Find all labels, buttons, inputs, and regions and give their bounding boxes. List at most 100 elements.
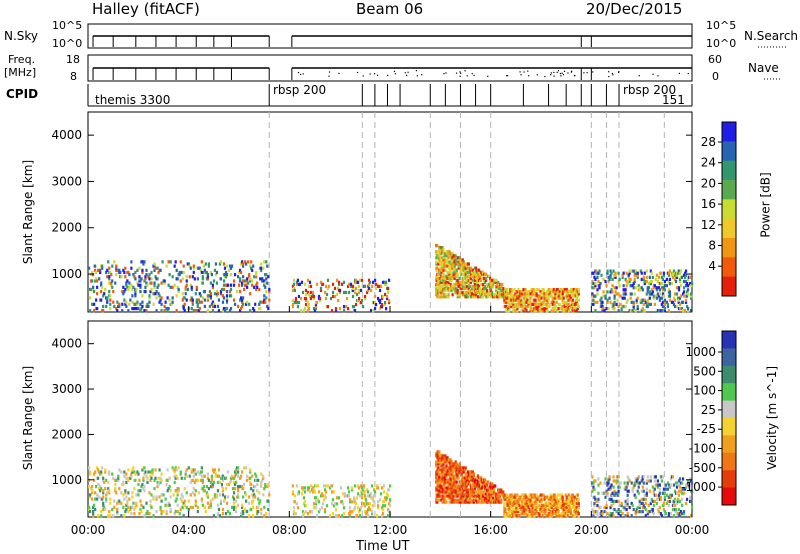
scatter-cell xyxy=(498,496,501,500)
scatter-cell xyxy=(550,503,553,507)
scatter-cell xyxy=(263,260,266,264)
scatter-cell xyxy=(159,507,162,512)
scatter-cell xyxy=(456,474,459,478)
scatter-cell xyxy=(631,284,634,288)
scatter-cell xyxy=(365,512,369,516)
scatter-cell xyxy=(667,271,671,275)
scatter-cell xyxy=(509,296,512,300)
scatter-cell xyxy=(662,487,666,491)
scatter-cell xyxy=(477,268,481,272)
nave-dot xyxy=(652,73,654,75)
scatter-cell xyxy=(263,514,266,518)
scatter-cell xyxy=(436,456,439,460)
scatter-cell xyxy=(442,295,445,299)
scatter-cell xyxy=(449,268,452,272)
scatter-cell xyxy=(550,514,553,518)
scatter-cell xyxy=(88,507,91,512)
scatter-cell xyxy=(304,292,308,297)
scatter-cell xyxy=(101,497,104,501)
scatter-cell xyxy=(637,284,640,288)
scatter-cell xyxy=(357,510,361,514)
scatter-cell xyxy=(489,484,492,488)
scatter-cell xyxy=(572,499,575,503)
scatter-cell xyxy=(656,507,659,512)
scatter-cell xyxy=(530,509,533,514)
scatter-cell xyxy=(181,505,184,509)
scatter-cell xyxy=(627,275,630,279)
scatter-cell xyxy=(550,505,553,510)
scatter-cell xyxy=(439,486,442,490)
scatter-cell xyxy=(547,296,550,300)
scatter-cell xyxy=(535,292,538,296)
scatter-cell xyxy=(456,282,459,287)
scatter-cell xyxy=(524,288,527,292)
scatter-cell xyxy=(617,507,620,512)
scatter-cell xyxy=(237,283,241,287)
scatter-cell xyxy=(140,484,143,489)
scatter-cell xyxy=(501,282,504,287)
scatter-cell xyxy=(606,300,609,304)
scatter-cell xyxy=(577,505,580,510)
nave-dot xyxy=(487,75,489,77)
scatter-cell xyxy=(529,300,532,304)
scatter-cell xyxy=(472,490,476,494)
scatter-cell xyxy=(241,300,244,304)
scatter-cell xyxy=(198,300,201,304)
scatter-cell xyxy=(151,468,154,472)
scatter-cell xyxy=(561,499,564,503)
scatter-cell xyxy=(468,274,471,278)
scatter-cell xyxy=(552,309,555,313)
scatter-cell xyxy=(373,294,377,299)
scatter-cell xyxy=(220,484,224,489)
scatter-cell xyxy=(527,294,530,298)
scatter-cell xyxy=(638,510,641,514)
scatter-cell xyxy=(448,289,451,293)
scatter-cell xyxy=(93,302,96,306)
scatter-cell xyxy=(671,275,675,279)
scatter-cell xyxy=(169,260,172,264)
scatter-cell xyxy=(141,270,144,275)
scatter-cell xyxy=(130,266,133,270)
scatter-cell xyxy=(653,302,656,307)
nave-dot xyxy=(562,74,565,76)
scatter-cell xyxy=(526,298,529,302)
scatter-cell xyxy=(98,495,101,499)
scatter-cell xyxy=(360,486,364,490)
scatter-cell xyxy=(352,496,356,500)
scatter-cell xyxy=(369,496,373,500)
scatter-cell xyxy=(505,309,508,313)
scatter-cell xyxy=(137,493,140,497)
scatter-cell xyxy=(101,285,104,289)
scatter-cell xyxy=(323,494,327,498)
scatter-cell xyxy=(239,289,242,294)
scatter-cell xyxy=(648,292,651,296)
scatter-cell xyxy=(500,498,503,502)
scatter-cell xyxy=(517,501,520,505)
scatter-cell xyxy=(363,284,367,288)
xtick-label: 00:00 xyxy=(675,523,710,537)
scatter-cell xyxy=(611,512,614,516)
nave-dot xyxy=(557,70,560,72)
scatter-cell xyxy=(495,498,498,502)
scatter-cell xyxy=(255,270,258,275)
scatter-cell xyxy=(244,507,247,512)
scatter-cell xyxy=(439,456,442,460)
scatter-cell xyxy=(317,490,321,494)
scatter-cell xyxy=(482,286,486,291)
scatter-cell xyxy=(548,304,551,309)
scatter-cell xyxy=(374,302,378,307)
scatter-cell xyxy=(502,289,505,293)
scatter-cell xyxy=(186,287,189,292)
scatter-cell xyxy=(514,296,517,300)
scatter-cell xyxy=(491,291,494,295)
scatter-cell xyxy=(492,284,495,289)
scatter-cell xyxy=(336,298,340,303)
scatter-cell xyxy=(344,305,348,309)
nave-dot xyxy=(559,72,562,75)
scatter-cell xyxy=(549,501,552,505)
scatter-cell xyxy=(304,288,308,293)
scatter-cell xyxy=(654,294,657,298)
scatter-cell xyxy=(619,510,622,514)
scatter-cell xyxy=(507,514,510,518)
scatter-cell xyxy=(89,470,92,474)
